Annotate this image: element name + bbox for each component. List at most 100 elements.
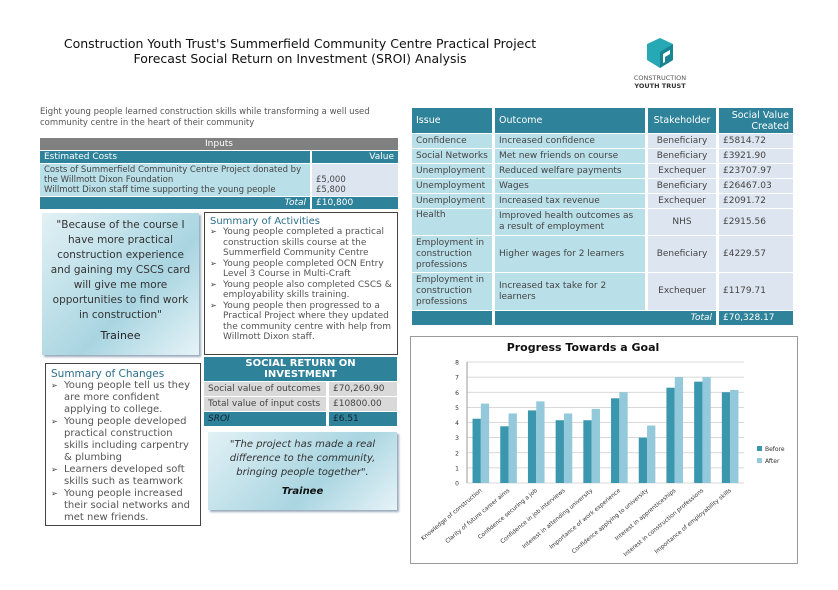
y-tick-label: 8	[455, 360, 459, 367]
cell-issue: Unemployment	[412, 164, 492, 178]
bar-after	[619, 392, 628, 483]
outcomes-table: Issue Outcome Stakeholder Social Value Crea…	[412, 108, 793, 325]
y-tick-label: 5	[455, 405, 459, 412]
bar-after	[674, 377, 684, 483]
logo-text-2: YOUTH TRUST	[634, 82, 686, 90]
bar-before	[666, 387, 675, 483]
bar-before	[583, 420, 592, 483]
cell-social-value: £3921.90	[719, 149, 793, 163]
logo: CONSTRUCTION YOUTH TRUST	[620, 36, 700, 90]
bar-before	[527, 410, 537, 483]
quote-author: Trainee	[281, 486, 324, 497]
header-outcome: Outcome	[495, 108, 645, 133]
change-item: Learners developed soft skills such as t…	[51, 464, 195, 488]
cell-issue: Unemployment	[412, 194, 492, 208]
bar-after	[563, 413, 573, 483]
y-tick-label: 1	[455, 465, 459, 472]
chart-title: Progress Towards a Goal	[507, 341, 660, 354]
change-item: Young people developed practical constru…	[51, 416, 195, 464]
cell-social-value: £2091.72	[719, 194, 793, 208]
bar-before	[638, 437, 648, 483]
cell-stakeholder: Beneficiary	[648, 134, 716, 148]
cell-outcome: Reduced welfare payments	[495, 164, 645, 178]
cell-issue: Confidence	[412, 134, 492, 148]
cell-issue: Unemployment	[412, 179, 492, 193]
cell-outcome: Wages	[495, 179, 645, 193]
header-issue: Issue	[412, 108, 492, 133]
legend-swatch	[757, 458, 762, 463]
cell-social-value: £4229.57	[719, 236, 793, 272]
bar-before	[694, 381, 703, 483]
cell-stakeholder: Exchequer	[648, 194, 716, 208]
cost-desc-1: Costs of Summerfield Community Centre Pr…	[44, 165, 302, 185]
chart-svg: Progress Towards a Goal012345678Knowledg…	[421, 341, 785, 558]
quote-author: Trainee	[100, 329, 141, 342]
cell-stakeholder: Exchequer	[648, 164, 716, 178]
bar-after	[480, 403, 490, 483]
change-item: Young people tell us they are more confi…	[51, 380, 195, 416]
change-item: Young people increased their social netw…	[51, 488, 195, 524]
activity-item: Young people completed OCN Entry Level 3…	[210, 259, 392, 280]
activity-item: Young people then progressed to a Practi…	[210, 301, 392, 343]
bar-after	[591, 408, 600, 483]
bar-after	[536, 401, 545, 483]
cell-social-value: £26467.03	[719, 179, 793, 193]
logo-cube-icon	[647, 38, 673, 68]
bar-after	[647, 425, 656, 483]
cost-value-2: £5,800	[316, 185, 346, 195]
value-header: Value	[312, 151, 398, 163]
sroi-inputs-value: £10800.00	[329, 397, 397, 411]
intro-text: Eight young people learned construction …	[40, 107, 370, 128]
bar-before	[611, 398, 620, 483]
summary-of-activities: Summary of Activities Young people compl…	[204, 212, 398, 355]
cell-stakeholder: Beneficiary	[648, 149, 716, 163]
sroi-outcomes-value: £70,260.90	[329, 382, 397, 396]
progress-chart: Progress Towards a Goal 0 1 2 3 4 5 6 7 8 Knowledg…	[410, 336, 798, 564]
inputs-total: £10,800	[312, 197, 398, 209]
header-stakeholder: Stakeholder	[648, 108, 716, 133]
cost-value-1: £5,000	[316, 175, 346, 185]
sroi-table: SOCIAL RETURN ON INVESTMENT Social value…	[204, 357, 397, 427]
cell-outcome: Increased tax take for 2 learners	[495, 273, 645, 310]
legend-label: After	[765, 458, 780, 465]
header-social-value: Social Value Created	[719, 108, 793, 133]
bar-after	[702, 377, 711, 483]
sroi-ratio-value: £6.51	[329, 412, 397, 426]
y-tick-label: 6	[455, 390, 459, 397]
quote-text: "The project has made a real difference …	[229, 439, 376, 478]
cell-social-value: £5814.72	[719, 134, 793, 148]
bar-before	[721, 392, 731, 483]
cell-issue: Employment in construction professions	[412, 236, 492, 272]
bar-before	[500, 426, 509, 483]
cost-desc-2: Willmott Dixon staff time supporting the…	[44, 185, 276, 195]
cell-outcome: Increased confidence	[495, 134, 645, 148]
changes-title: Summary of Changes	[51, 368, 165, 380]
bar-after	[508, 413, 517, 483]
total-value: £70,328.17	[719, 311, 793, 325]
activity-item: Young people completed a practical const…	[210, 227, 392, 259]
bar-after	[730, 389, 739, 483]
logo-text: CONSTRUCTION	[633, 74, 687, 82]
trainee-quote-2: "The project has made a real difference …	[208, 432, 397, 510]
y-tick-label: 7	[455, 375, 459, 382]
trainee-quote-1: "Because of the course I have more pract…	[42, 213, 199, 355]
quote-text: "Because of the course I have more pract…	[50, 219, 191, 321]
page-title: Construction Youth Trust's Summerfield C…	[63, 36, 537, 51]
activity-item: Young people also completed CSCS & emplo…	[210, 280, 392, 301]
cell-outcome: Increased tax revenue	[495, 194, 645, 208]
summary-of-changes: Summary of Changes Young people tell us …	[45, 363, 201, 526]
total-spacer	[412, 311, 492, 325]
page-subtitle: Forecast Social Return on Investment (SR…	[133, 51, 467, 66]
inputs-table: Inputs Estimated Costs Value Costs of Su…	[40, 138, 398, 209]
cell-stakeholder: NHS	[648, 209, 716, 235]
legend-label: Before	[765, 446, 785, 453]
cell-issue: Employment in construction professions	[412, 273, 492, 310]
y-tick-label: 3	[455, 435, 459, 442]
legend-swatch	[757, 446, 762, 451]
sroi-ratio-label: SROI	[204, 412, 326, 426]
sroi-inputs-label: Total value of input costs	[204, 397, 326, 411]
cell-stakeholder: Exchequer	[648, 273, 716, 310]
cell-social-value: £1179.71	[719, 273, 793, 310]
inputs-title: Inputs	[40, 138, 398, 150]
inputs-total-label: Total	[40, 197, 310, 209]
